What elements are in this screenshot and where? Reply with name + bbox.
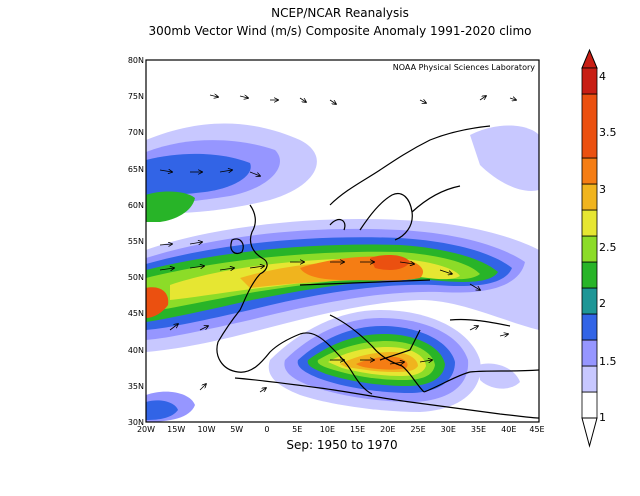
lon-tick: 5W (230, 425, 243, 434)
lat-tick: 60N (128, 201, 144, 210)
contour-patch-northeast (470, 125, 539, 191)
lat-tick: 50N (128, 273, 144, 282)
credit-box (338, 61, 538, 73)
lat-tick: 80N (128, 56, 144, 65)
lon-tick: 15E (350, 425, 365, 434)
colorbar-segment (581, 261, 598, 289)
lon-tick: 0 (264, 425, 269, 434)
lon-tick: 10W (197, 425, 215, 434)
lat-tick: 65N (128, 165, 144, 174)
map-frame (145, 59, 540, 423)
colorbar-segment (581, 67, 598, 95)
lon-tick: 5E (292, 425, 302, 434)
colorbar-label: 2 (599, 297, 606, 310)
colorbar-segment (581, 209, 598, 237)
colorbar-segment (581, 391, 598, 419)
colorbar-label: 1 (599, 411, 606, 424)
colorbar-segment (581, 365, 598, 393)
lon-tick: 30E (441, 425, 456, 434)
colorbar-top-triangle (581, 48, 598, 69)
lat-axis: 30N 35N 40N 45N 50N 55N 60N 65N 70N 75N … (128, 56, 144, 427)
colorbar-label: 1.5 (599, 355, 617, 368)
lon-axis: 20W 15W 10W 5W 0 5E 10E 15E 20E 25E 30E … (137, 425, 545, 434)
lat-tick: 45N (128, 309, 144, 318)
colorbar-segment (581, 235, 598, 263)
lon-tick: 15W (167, 425, 185, 434)
colorbar-segment (581, 313, 598, 341)
colorbar-segment (581, 339, 598, 367)
colorbar-segment (581, 287, 598, 315)
map-title: NCEP/NCAR Reanalysis (271, 6, 409, 20)
colorbar-label: 3 (599, 183, 606, 196)
colorbar-label: 2.5 (599, 241, 617, 254)
lat-tick: 35N (128, 382, 144, 391)
lon-tick: 40E (501, 425, 516, 434)
lat-tick: 75N (128, 92, 144, 101)
lat-tick: 70N (128, 128, 144, 137)
credit-text: NOAA Physical Sciences Laboratory (393, 63, 536, 72)
colorbar-segment (581, 183, 598, 211)
lon-tick: 45E (529, 425, 544, 434)
lat-tick: 30N (128, 418, 144, 427)
colorbar-segment (581, 93, 598, 159)
colorbar: 1 1.5 2 2.5 3 3.5 4 (581, 48, 617, 448)
date-range-caption: Sep: 1950 to 1970 (286, 438, 398, 452)
coastlines (216, 125, 539, 419)
lat-tick: 55N (128, 237, 144, 246)
lon-tick: 20E (380, 425, 395, 434)
colorbar-label: 3.5 (599, 126, 617, 139)
lon-tick: 25E (410, 425, 425, 434)
colorbar-label: 4 (599, 70, 606, 83)
lon-tick: 35E (471, 425, 486, 434)
colorbar-segment (581, 157, 598, 185)
colorbar-bottom-triangle (581, 417, 598, 448)
wind-vectors (159, 95, 516, 393)
lat-tick: 40N (128, 346, 144, 355)
lon-tick: 10E (320, 425, 335, 434)
map-subtitle: 300mb Vector Wind (m/s) Composite Anomal… (148, 24, 532, 38)
lon-tick: 20W (137, 425, 155, 434)
anomaly-contours (146, 60, 539, 422)
